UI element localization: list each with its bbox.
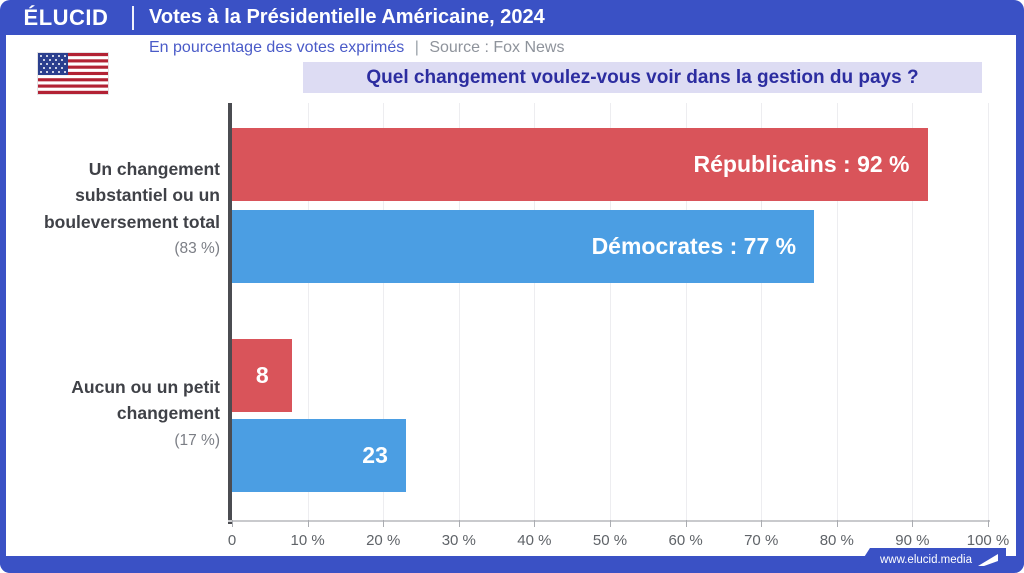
page-title: Votes à la Présidentielle Américaine, 20… bbox=[149, 6, 545, 28]
x-tick-label: 60 % bbox=[668, 532, 703, 549]
x-tick-mark bbox=[761, 520, 763, 527]
gridline bbox=[761, 103, 763, 520]
bar-républicains-group1: Républicains : 92 % bbox=[232, 128, 928, 201]
frame-border-left bbox=[0, 30, 6, 573]
x-tick-mark bbox=[610, 520, 611, 527]
footer-url: www.elucid.media bbox=[879, 553, 972, 566]
frame-border-bottom bbox=[0, 556, 1024, 573]
x-tick-label: 90 % bbox=[895, 532, 930, 549]
plot-area: 0 10 % 20 % 30 % 40 % 50 % 60 % 70 % 80 % 90 % 100… bbox=[228, 103, 1009, 549]
x-tick-label: 0 bbox=[227, 532, 237, 549]
bar-value-label: 23 bbox=[362, 442, 388, 468]
bar-républicains-group2: 8 bbox=[232, 339, 293, 412]
gridline bbox=[988, 103, 989, 520]
x-tick-mark bbox=[685, 520, 687, 527]
y-axis-line bbox=[228, 103, 232, 524]
elucid-logo: ÉLUCID bbox=[23, 4, 109, 30]
x-tick-label: 20 % bbox=[366, 532, 401, 549]
category-2-total: (17 %) bbox=[174, 431, 220, 449]
gridline bbox=[610, 103, 611, 520]
bar-value-label: Démocrates : 77 % bbox=[591, 233, 797, 259]
flag-icon bbox=[978, 553, 998, 566]
gridline bbox=[685, 103, 687, 520]
category-label-1: Un changement substantiel ou un boulever… bbox=[16, 156, 220, 260]
gridline bbox=[307, 103, 309, 520]
x-tick-mark bbox=[836, 520, 838, 527]
subtitle-text: En pourcentage des votes exprimés bbox=[149, 39, 405, 56]
x-tick-mark bbox=[383, 520, 385, 527]
subtitle: En pourcentage des votes exprimés | Sour… bbox=[149, 39, 564, 57]
x-tick-mark bbox=[988, 520, 989, 527]
x-tick-label: 70 % bbox=[744, 532, 779, 549]
x-tick-label: 80 % bbox=[819, 532, 854, 549]
category-2-text: Aucun ou un petit changement bbox=[71, 377, 220, 424]
category-1-total: (83 %) bbox=[174, 239, 220, 257]
x-tick-mark bbox=[912, 520, 914, 527]
x-tick-label: 30 % bbox=[441, 532, 476, 549]
x-tick-label: 50 % bbox=[592, 532, 628, 549]
gridline bbox=[458, 103, 460, 520]
category-label-2: Aucun ou un petit changement (17 %) bbox=[16, 374, 220, 452]
bar-value-label: Républicains : 92 % bbox=[693, 151, 910, 177]
bar-démocrates-group2: 23 bbox=[232, 419, 406, 492]
x-tick-label: 40 % bbox=[517, 532, 552, 549]
bar-démocrates-group1: Démocrates : 77 % bbox=[232, 210, 815, 283]
bar-value-label: 8 bbox=[255, 362, 269, 388]
question-banner: Quel changement voulez-vous voir dans la… bbox=[303, 62, 982, 93]
frame-border-right bbox=[1016, 30, 1024, 573]
x-tick-mark bbox=[534, 520, 536, 527]
header-divider bbox=[132, 5, 134, 30]
x-tick-label: 10 % bbox=[290, 532, 325, 549]
source-text: Source : Fox News bbox=[429, 39, 565, 56]
subtitle-separator: | bbox=[414, 39, 419, 56]
gridline bbox=[912, 103, 914, 520]
header-bar: ÉLUCID Votes à la Présidentielle América… bbox=[0, 0, 1024, 35]
x-axis-line bbox=[228, 520, 990, 522]
x-tick-mark bbox=[232, 520, 233, 527]
x-tick-mark bbox=[458, 520, 460, 527]
gridline bbox=[383, 103, 385, 520]
x-tick-mark bbox=[307, 520, 309, 527]
category-1-text: Un changement substantiel ou un boulever… bbox=[43, 159, 220, 232]
gridline bbox=[836, 103, 838, 520]
gridline bbox=[534, 103, 536, 520]
us-flag-icon bbox=[38, 53, 108, 94]
footer-badge: www.elucid.media bbox=[853, 548, 1006, 573]
x-tick-label: 100 % bbox=[966, 532, 1010, 549]
